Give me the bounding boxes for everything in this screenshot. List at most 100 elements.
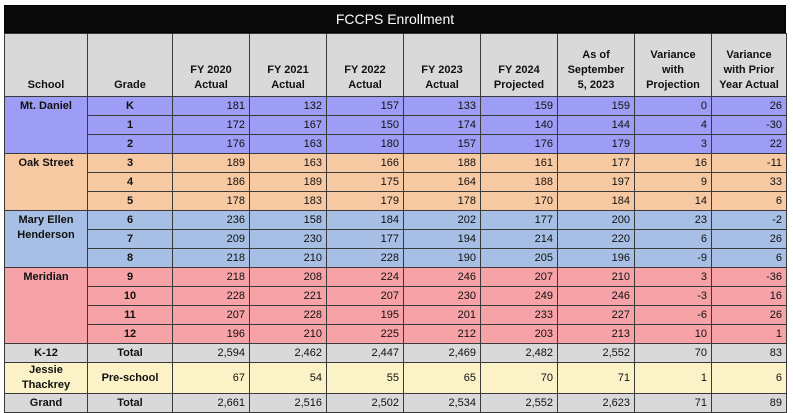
value-cell: -2 <box>711 210 787 230</box>
value-cell: 179 <box>557 134 635 154</box>
value-cell: 167 <box>249 115 327 135</box>
value-cell: -11 <box>711 153 787 173</box>
summary-row: Grand Total 2,661 2,516 2,502 2,534 2,552 2,623… <box>4 393 787 413</box>
school-name-cell: Mary Ellen Henderson <box>4 210 88 268</box>
value-cell: 190 <box>403 248 481 268</box>
table-row: 10 228 221 207 230 249 246 -3 16 <box>4 286 787 306</box>
table-row: 5 178 183 179 178 170 184 14 6 <box>4 191 787 211</box>
summary-grade-cell: Total <box>87 343 173 363</box>
table-row: 12 196 210 225 212 203 213 10 1 <box>4 324 787 344</box>
table-title: FCCPS Enrollment <box>4 5 786 33</box>
grade-cell: 11 <box>87 305 173 325</box>
header-as-of: As of September 5, 2023 <box>557 33 635 97</box>
header-variance-prior: Variance with Prior Year Actual <box>711 33 787 97</box>
value-cell: 161 <box>480 153 558 173</box>
table-row: 1 172 167 150 174 140 144 4 -30 <box>4 115 787 135</box>
value-cell: -36 <box>711 267 787 287</box>
value-cell: 225 <box>326 324 404 344</box>
summary-value-cell: 2,623 <box>557 393 635 413</box>
value-cell: 132 <box>249 96 327 116</box>
value-cell: 196 <box>557 248 635 268</box>
value-cell: 170 <box>480 191 558 211</box>
value-cell: 230 <box>249 229 327 249</box>
value-cell: 1 <box>711 324 787 344</box>
value-cell: 178 <box>403 191 481 211</box>
header-fy2021: FY 2021 Actual <box>249 33 327 97</box>
value-cell: 4 <box>634 115 712 135</box>
header-fy2022: FY 2022 Actual <box>326 33 404 97</box>
table-row: 4 186 189 175 164 188 197 9 33 <box>4 172 787 192</box>
grade-cell: 4 <box>87 172 173 192</box>
value-cell: 180 <box>326 134 404 154</box>
table-row: 2 176 163 180 157 176 179 3 22 <box>4 134 787 154</box>
value-cell: 163 <box>249 153 327 173</box>
value-cell: 158 <box>249 210 327 230</box>
value-cell: 16 <box>711 286 787 306</box>
value-cell: 188 <box>480 172 558 192</box>
value-cell: 228 <box>249 305 327 325</box>
value-cell: 205 <box>480 248 558 268</box>
summary-value-cell: 54 <box>249 362 327 394</box>
value-cell: 26 <box>711 96 787 116</box>
value-cell: 202 <box>403 210 481 230</box>
school-name-cell: Meridian <box>4 267 88 344</box>
enrollment-report: FCCPS Enrollment School Grade FY 2020 Ac… <box>4 5 787 413</box>
value-cell: 246 <box>403 267 481 287</box>
value-cell: 176 <box>172 134 250 154</box>
summary-value-cell: 2,502 <box>326 393 404 413</box>
value-cell: 26 <box>711 229 787 249</box>
grade-cell: 8 <box>87 248 173 268</box>
summary-value-cell: 2,661 <box>172 393 250 413</box>
value-cell: 228 <box>326 248 404 268</box>
table-row: Meridian 9 218 208 224 246 207 210 3 -36 <box>4 267 787 344</box>
value-cell: 177 <box>480 210 558 230</box>
value-cell: 186 <box>172 172 250 192</box>
summary-value-cell: 83 <box>711 343 787 363</box>
value-cell: 174 <box>403 115 481 135</box>
value-cell: 218 <box>172 248 250 268</box>
summary-value-cell: 2,447 <box>326 343 404 363</box>
summary-row: K-12 Total 2,594 2,462 2,447 2,469 2,482 2,552 7… <box>4 343 787 363</box>
summary-value-cell: 2,552 <box>557 343 635 363</box>
table-row: Mt. Daniel K 181 132 157 133 159 159 0 26 <box>4 96 787 154</box>
value-cell: 203 <box>480 324 558 344</box>
value-cell: 184 <box>326 210 404 230</box>
value-cell: -9 <box>634 248 712 268</box>
summary-value-cell: 71 <box>557 362 635 394</box>
value-cell: 22 <box>711 134 787 154</box>
table-row: 8 218 210 228 190 205 196 -9 6 <box>4 248 787 268</box>
value-cell: 213 <box>557 324 635 344</box>
table-body: Mt. Daniel K 181 132 157 133 159 159 0 26 1 172 167 1… <box>4 96 787 413</box>
value-cell: 233 <box>480 305 558 325</box>
value-cell: 177 <box>557 153 635 173</box>
value-cell: 6 <box>711 191 787 211</box>
value-cell: 195 <box>326 305 404 325</box>
value-cell: 10 <box>634 324 712 344</box>
summary-label-cell: Grand <box>4 393 88 413</box>
summary-value-cell: 2,552 <box>480 393 558 413</box>
value-cell: 163 <box>249 134 327 154</box>
value-cell: 172 <box>172 115 250 135</box>
value-cell: 159 <box>557 96 635 116</box>
header-fy2020: FY 2020 Actual <box>172 33 250 97</box>
value-cell: 0 <box>634 96 712 116</box>
value-cell: 188 <box>403 153 481 173</box>
header-grade: Grade <box>87 33 173 97</box>
value-cell: 214 <box>480 229 558 249</box>
value-cell: 189 <box>249 172 327 192</box>
value-cell: 178 <box>172 191 250 211</box>
value-cell: 14 <box>634 191 712 211</box>
value-cell: 144 <box>557 115 635 135</box>
summary-value-cell: 2,594 <box>172 343 250 363</box>
value-cell: 209 <box>172 229 250 249</box>
summary-value-cell: 71 <box>634 393 712 413</box>
value-cell: 200 <box>557 210 635 230</box>
header-school: School <box>4 33 88 97</box>
value-cell: 189 <box>172 153 250 173</box>
value-cell: 6 <box>634 229 712 249</box>
value-cell: 159 <box>480 96 558 116</box>
value-cell: 23 <box>634 210 712 230</box>
value-cell: 208 <box>249 267 327 287</box>
value-cell: 218 <box>172 267 250 287</box>
summary-label-cell: Jessie Thackrey <box>4 362 88 394</box>
